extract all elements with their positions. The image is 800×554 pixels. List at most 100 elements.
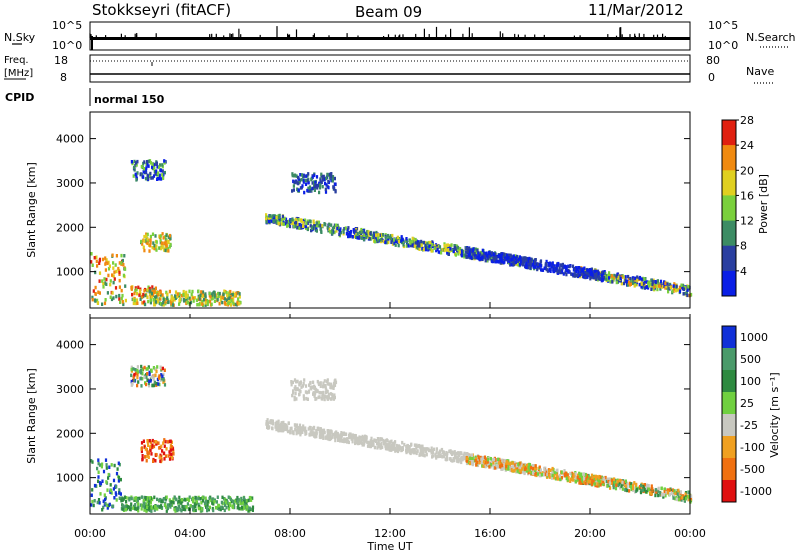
data-cell — [168, 457, 172, 461]
data-cell — [590, 275, 593, 279]
data-cell — [295, 397, 298, 401]
data-cell — [103, 281, 107, 285]
data-cell — [467, 253, 471, 257]
data-cell — [114, 286, 118, 290]
data-cell — [221, 300, 224, 305]
data-cell — [507, 256, 510, 260]
data-cell — [409, 241, 412, 245]
data-cell — [189, 300, 193, 305]
data-cell — [411, 448, 414, 452]
colorbar-segment — [722, 348, 736, 371]
data-cell — [333, 176, 336, 181]
data-cell — [367, 441, 370, 445]
data-cell — [167, 235, 170, 239]
data-cell — [126, 507, 129, 511]
data-cell — [118, 488, 121, 492]
data-cell — [140, 384, 143, 388]
data-cell — [91, 263, 94, 267]
data-cell — [602, 276, 605, 280]
data-cell — [330, 223, 333, 227]
data-cell — [327, 392, 330, 397]
time-xaxis: 00:00 04:00 08:00 12:00 16:00 20:00 00:00 — [74, 302, 706, 540]
data-cell — [453, 451, 456, 455]
data-cell — [647, 281, 650, 285]
data-cell — [686, 288, 689, 292]
data-cell — [102, 281, 105, 286]
data-cell — [281, 214, 284, 219]
data-cell — [120, 288, 123, 293]
data-cell — [143, 300, 146, 304]
data-cell — [235, 291, 238, 296]
data-cell — [286, 427, 289, 432]
data-cell — [160, 373, 163, 377]
data-cell — [391, 242, 394, 246]
data-cell — [552, 476, 556, 480]
data-cell — [420, 453, 423, 457]
data-cell — [500, 256, 503, 260]
data-cell — [103, 493, 106, 497]
data-cell — [484, 464, 487, 469]
data-cell — [283, 423, 286, 427]
data-cell — [251, 496, 254, 500]
colorbar-segment — [722, 480, 736, 503]
data-cell — [229, 294, 232, 299]
data-cell — [426, 245, 429, 250]
data-cell — [299, 431, 302, 435]
data-cell — [378, 444, 381, 448]
data-cell — [574, 476, 577, 480]
data-cell — [160, 177, 163, 181]
data-cell — [276, 421, 279, 426]
nsky-bottom-tick: 10^0 — [52, 39, 82, 52]
data-cell — [611, 277, 614, 281]
colorbar-segment — [722, 392, 736, 415]
data-cell — [209, 299, 212, 304]
data-cell — [572, 474, 575, 479]
data-cell — [294, 217, 297, 222]
data-cell — [317, 224, 320, 228]
data-cell — [136, 375, 139, 380]
data-cell — [109, 483, 112, 487]
data-cell — [636, 275, 639, 279]
data-cell — [197, 289, 200, 293]
ytick-label: 4000 — [56, 133, 84, 146]
data-cell — [118, 285, 121, 289]
data-cell — [664, 493, 667, 498]
data-cell — [292, 179, 295, 184]
data-cell — [330, 175, 333, 179]
data-cell — [243, 496, 246, 500]
data-cell — [269, 420, 272, 425]
data-cell — [232, 301, 235, 306]
data-cell — [165, 495, 168, 499]
data-cell — [566, 473, 569, 477]
data-cell — [348, 231, 351, 235]
nsky-panel-frame — [89, 21, 691, 51]
colorbar-frame — [721, 325, 737, 503]
data-cell — [525, 469, 528, 473]
data-cell — [599, 483, 602, 487]
data-cell — [242, 506, 245, 510]
data-cell — [454, 455, 457, 460]
data-cell — [334, 182, 337, 186]
data-cell — [591, 269, 594, 274]
data-cell — [513, 469, 516, 473]
data-cell — [237, 297, 240, 301]
data-cell — [351, 235, 354, 239]
data-cell — [360, 236, 363, 240]
data-cell — [163, 159, 166, 163]
data-cell — [359, 233, 362, 237]
cpid-value: normal 150 — [94, 93, 165, 106]
data-cell — [446, 451, 449, 456]
data-cell — [160, 366, 163, 371]
data-cell — [207, 299, 210, 304]
data-cell — [155, 297, 159, 301]
data-cell — [266, 421, 269, 425]
data-cell — [198, 504, 201, 509]
data-cell — [488, 465, 491, 469]
data-cell — [663, 490, 666, 494]
data-cell — [593, 273, 596, 278]
data-cell — [133, 298, 136, 303]
data-cell — [269, 214, 272, 218]
data-cell — [478, 460, 481, 465]
data-cell — [148, 439, 151, 443]
data-cell — [163, 300, 166, 304]
